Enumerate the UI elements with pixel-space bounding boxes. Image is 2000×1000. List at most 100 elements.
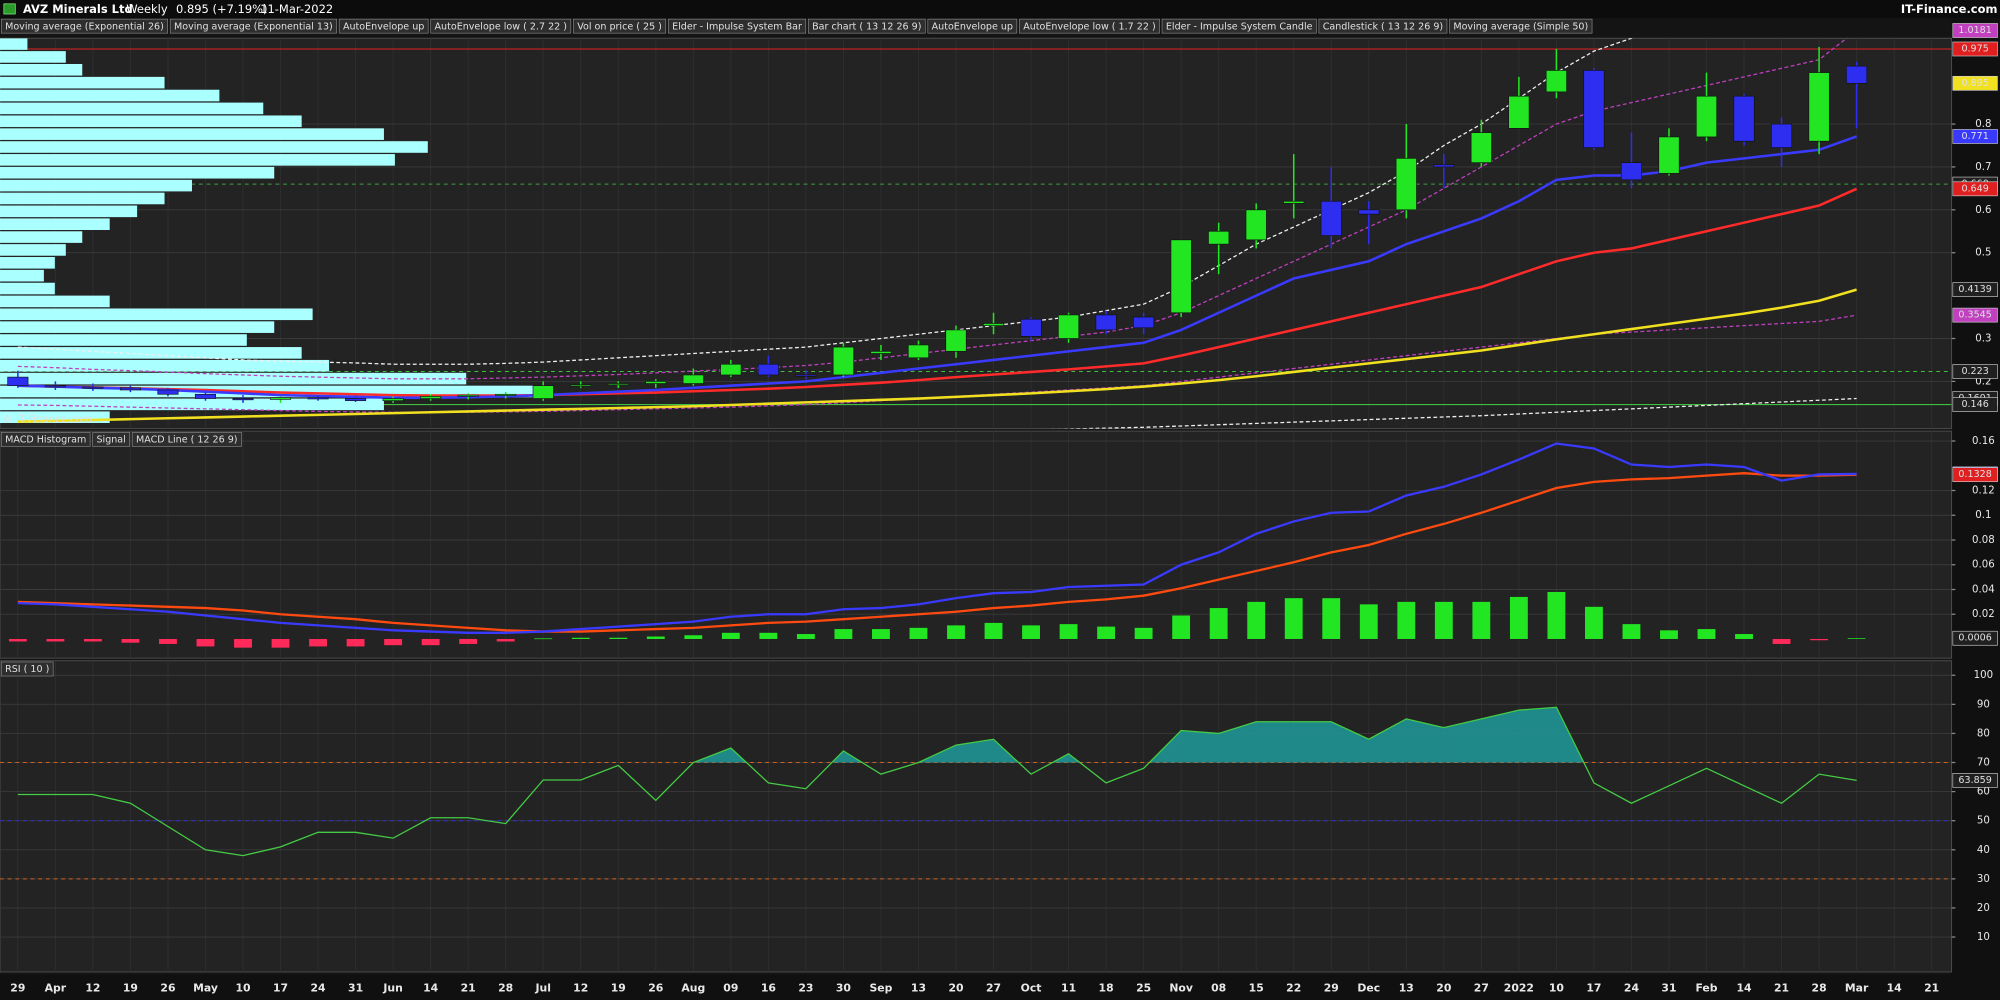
candle-body (570, 384, 592, 387)
candle-body (457, 394, 479, 397)
candle-body (645, 381, 667, 384)
histogram-bar (1134, 627, 1153, 639)
volume-profile-bar (0, 192, 165, 205)
source: IT-Finance.com (1901, 2, 1998, 16)
candle-body (1058, 314, 1080, 339)
y-tick-label: 0.02 (1972, 609, 1995, 620)
x-tick-label: 29 (10, 982, 25, 995)
candle-body (1470, 132, 1492, 163)
y-tick-label: 0.04 (1972, 584, 1995, 595)
candle-body (307, 397, 329, 400)
legend-box (92, 432, 130, 447)
price-label-box (1952, 307, 1998, 323)
y-tick-label: 0.6 (1975, 205, 1991, 216)
legend-item: Moving average (Exponential 26) (0, 18, 168, 34)
candle-body (1733, 95, 1755, 142)
histogram-bar (796, 634, 815, 639)
legend-label: Moving average (Simple 50) (1453, 21, 1588, 32)
histogram-bar (46, 638, 65, 642)
candle-body (1658, 136, 1680, 174)
y-tick-label: 20 (1977, 903, 1990, 914)
x-tick-label: 16 (761, 982, 776, 995)
histogram-bar (1847, 638, 1866, 640)
histogram-bar (1284, 598, 1303, 639)
indicator-line (17, 442, 1857, 634)
histogram-bar (646, 636, 665, 639)
y-tick-label: 40 (1977, 845, 1990, 856)
y-tick-label: 0.06 (1972, 560, 1995, 571)
candle-body (1545, 70, 1567, 93)
candle-body (1170, 239, 1192, 314)
histogram-bar (721, 632, 740, 639)
plot-layer (0, 431, 1952, 659)
volume-profile-bar (0, 205, 138, 218)
candle-body (7, 376, 29, 386)
y-tick-label: 90 (1977, 699, 1990, 710)
overbought-area (17, 707, 1857, 763)
price-label-box (1952, 773, 1998, 788)
histogram-bar (1547, 591, 1566, 639)
x-tick-label: May (193, 982, 218, 995)
price-label-box (1952, 41, 1998, 57)
candle-body (1583, 70, 1605, 148)
indicator-line (17, 187, 1858, 397)
candle-body (119, 387, 141, 391)
candle-body (1508, 95, 1530, 129)
x-tick-label: 27 (986, 982, 1001, 995)
watermark: © IT-Finance.com (3, 415, 92, 426)
legend-box (1161, 18, 1317, 34)
candle-body (1283, 200, 1305, 204)
candle-body (1095, 314, 1117, 331)
legend-box (131, 432, 242, 447)
volume-profile-bar (0, 282, 55, 295)
legend-box (169, 18, 337, 34)
volume-profile-bar (0, 398, 384, 411)
legend-label: MACD Histogram (5, 435, 86, 446)
x-tick-label: 26 (160, 982, 175, 995)
y-tick-label: 0.3 (1975, 334, 1991, 345)
x-tick-label: 21 (1774, 982, 1789, 995)
histogram-bar (1172, 615, 1191, 639)
price-label: 0.4139 (1958, 284, 1991, 295)
histogram-bar (1622, 624, 1641, 639)
volume-profile-bar (0, 295, 110, 308)
legend-item: AutoEnvelope low ( 1.7 22 ) (1019, 18, 1160, 34)
legend-item: Moving average (Simple 50) (1449, 18, 1593, 34)
indicator-line (1059, 397, 1857, 429)
y-tick-label: 0.16 (1972, 436, 1995, 447)
x-tick-label: 2022 (1504, 982, 1534, 995)
histogram-bar (1397, 601, 1416, 639)
histogram-bar (459, 638, 478, 644)
volume-profile-bar (0, 244, 66, 256)
price-label-box (1952, 630, 1998, 646)
volume-profile-bar (0, 154, 395, 166)
legend-box (338, 18, 429, 34)
legend-box (1019, 18, 1160, 34)
volume-profile-bar (0, 89, 220, 102)
volume-profile-bar (0, 321, 275, 333)
volume-profile-bar (0, 179, 192, 192)
candle-body (1395, 158, 1417, 211)
x-axis (0, 974, 2000, 1000)
price-label: 0.649 (1961, 183, 1988, 194)
volume-profile-bar (0, 231, 83, 243)
header-bar (0, 0, 2000, 18)
volume-profile-bar (0, 218, 110, 230)
x-tick-label: 14 (423, 982, 439, 995)
legend-item: Moving average (Exponential 13) (169, 18, 337, 34)
x-tick-label: Sep (869, 982, 892, 995)
x-tick-label: 26 (648, 982, 663, 995)
y-tick-label: 0.2 (1975, 376, 1991, 387)
candle-body (1020, 318, 1042, 337)
x-tick-label: 21 (461, 982, 476, 995)
candle-body (1320, 200, 1342, 236)
y-tick-label: 10 (1977, 932, 1990, 943)
legend-label: MACD Line ( 12 26 9) (136, 435, 238, 446)
candle-body (1695, 95, 1718, 138)
histogram-bar (1059, 624, 1078, 639)
legend-label: Bar chart ( 13 12 26 9) (812, 21, 921, 32)
legend-item: Vol on price ( 25 ) (573, 18, 667, 34)
x-tick-label: 20 (1436, 982, 1452, 995)
histogram-bar (1585, 606, 1603, 639)
